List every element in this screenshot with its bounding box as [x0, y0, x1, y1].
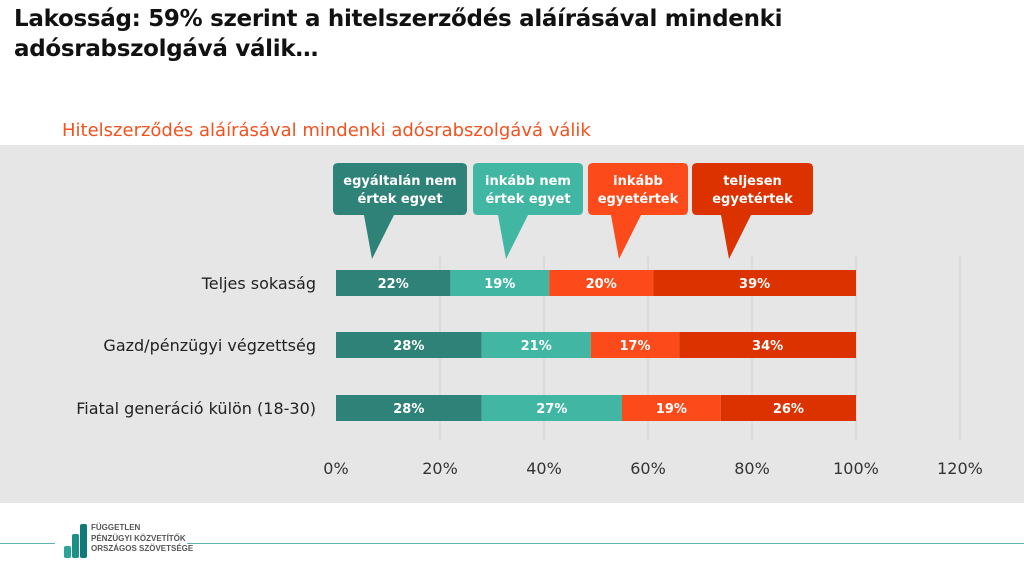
x-tick-label: 20%: [422, 459, 458, 478]
bar-segment: [653, 270, 856, 296]
x-tick-label: 60%: [630, 459, 666, 478]
bar-segment: [720, 395, 856, 421]
legend-label: egyetértek: [598, 192, 679, 207]
x-tick-label: 100%: [833, 459, 879, 478]
logo-line: FÜGGETLEN: [91, 523, 141, 532]
legend-callout: [692, 163, 813, 259]
category-label: Teljes sokaság: [201, 274, 316, 293]
logo-line: PÉNZÜGYI KÖZVETÍTŐK: [91, 533, 186, 543]
data-label: 21%: [521, 339, 552, 354]
page-title: Lakosság: 59% szerint a hitelszerződés a…: [14, 6, 783, 62]
chart-title: Hitelszerződés aláírásával mindenki adós…: [62, 120, 591, 141]
x-tick-label: 40%: [526, 459, 562, 478]
data-label: 19%: [656, 402, 687, 417]
bar-segment: [336, 270, 451, 296]
data-label: 39%: [739, 277, 770, 292]
logo-icon: [64, 524, 87, 558]
data-label: 26%: [773, 402, 804, 417]
x-tick-label: 120%: [937, 459, 983, 478]
bar-segment: [450, 270, 550, 296]
bar-segment: [336, 332, 482, 358]
bar-segment: [590, 332, 680, 358]
legend-label: értek egyet: [357, 192, 442, 207]
legend-label: inkább nem: [485, 174, 571, 189]
bar-segment: [481, 395, 622, 421]
logo-line: ORSZÁGOS SZÖVETSÉGE: [91, 544, 194, 553]
footer-divider: [187, 543, 1024, 544]
legend-callout: [333, 163, 467, 259]
data-label: 19%: [484, 277, 515, 292]
legend-label: egyáltalán nem: [343, 174, 456, 189]
legend-label: inkább: [613, 174, 663, 189]
x-tick-label: 0%: [323, 459, 348, 478]
legend-label: egyetértek: [712, 192, 793, 207]
bar-segment: [679, 332, 856, 358]
bar-segment: [622, 395, 721, 421]
legend-label: értek egyet: [485, 192, 570, 207]
bar-segment: [336, 395, 482, 421]
category-label: Gazd/pénzügyi végzettség: [103, 336, 316, 355]
data-label: 22%: [378, 277, 409, 292]
x-tick-label: 80%: [734, 459, 770, 478]
data-label: 27%: [536, 402, 567, 417]
legend-label: teljesen: [723, 174, 782, 189]
data-label: 28%: [393, 402, 424, 417]
data-label: 34%: [752, 339, 783, 354]
legend-callout: [588, 163, 688, 259]
logo-text: FÜGGETLEN PÉNZÜGYI KÖZVETÍTŐK ORSZÁGOS S…: [91, 523, 193, 555]
data-label: 28%: [393, 339, 424, 354]
legend-callout: [473, 163, 583, 259]
data-label: 17%: [619, 339, 650, 354]
data-label: 20%: [586, 277, 617, 292]
bar-segment: [481, 332, 591, 358]
bar-segment: [549, 270, 654, 296]
footer-divider: [0, 543, 55, 544]
category-label: Fiatal generáció külön (18-30): [76, 399, 316, 418]
